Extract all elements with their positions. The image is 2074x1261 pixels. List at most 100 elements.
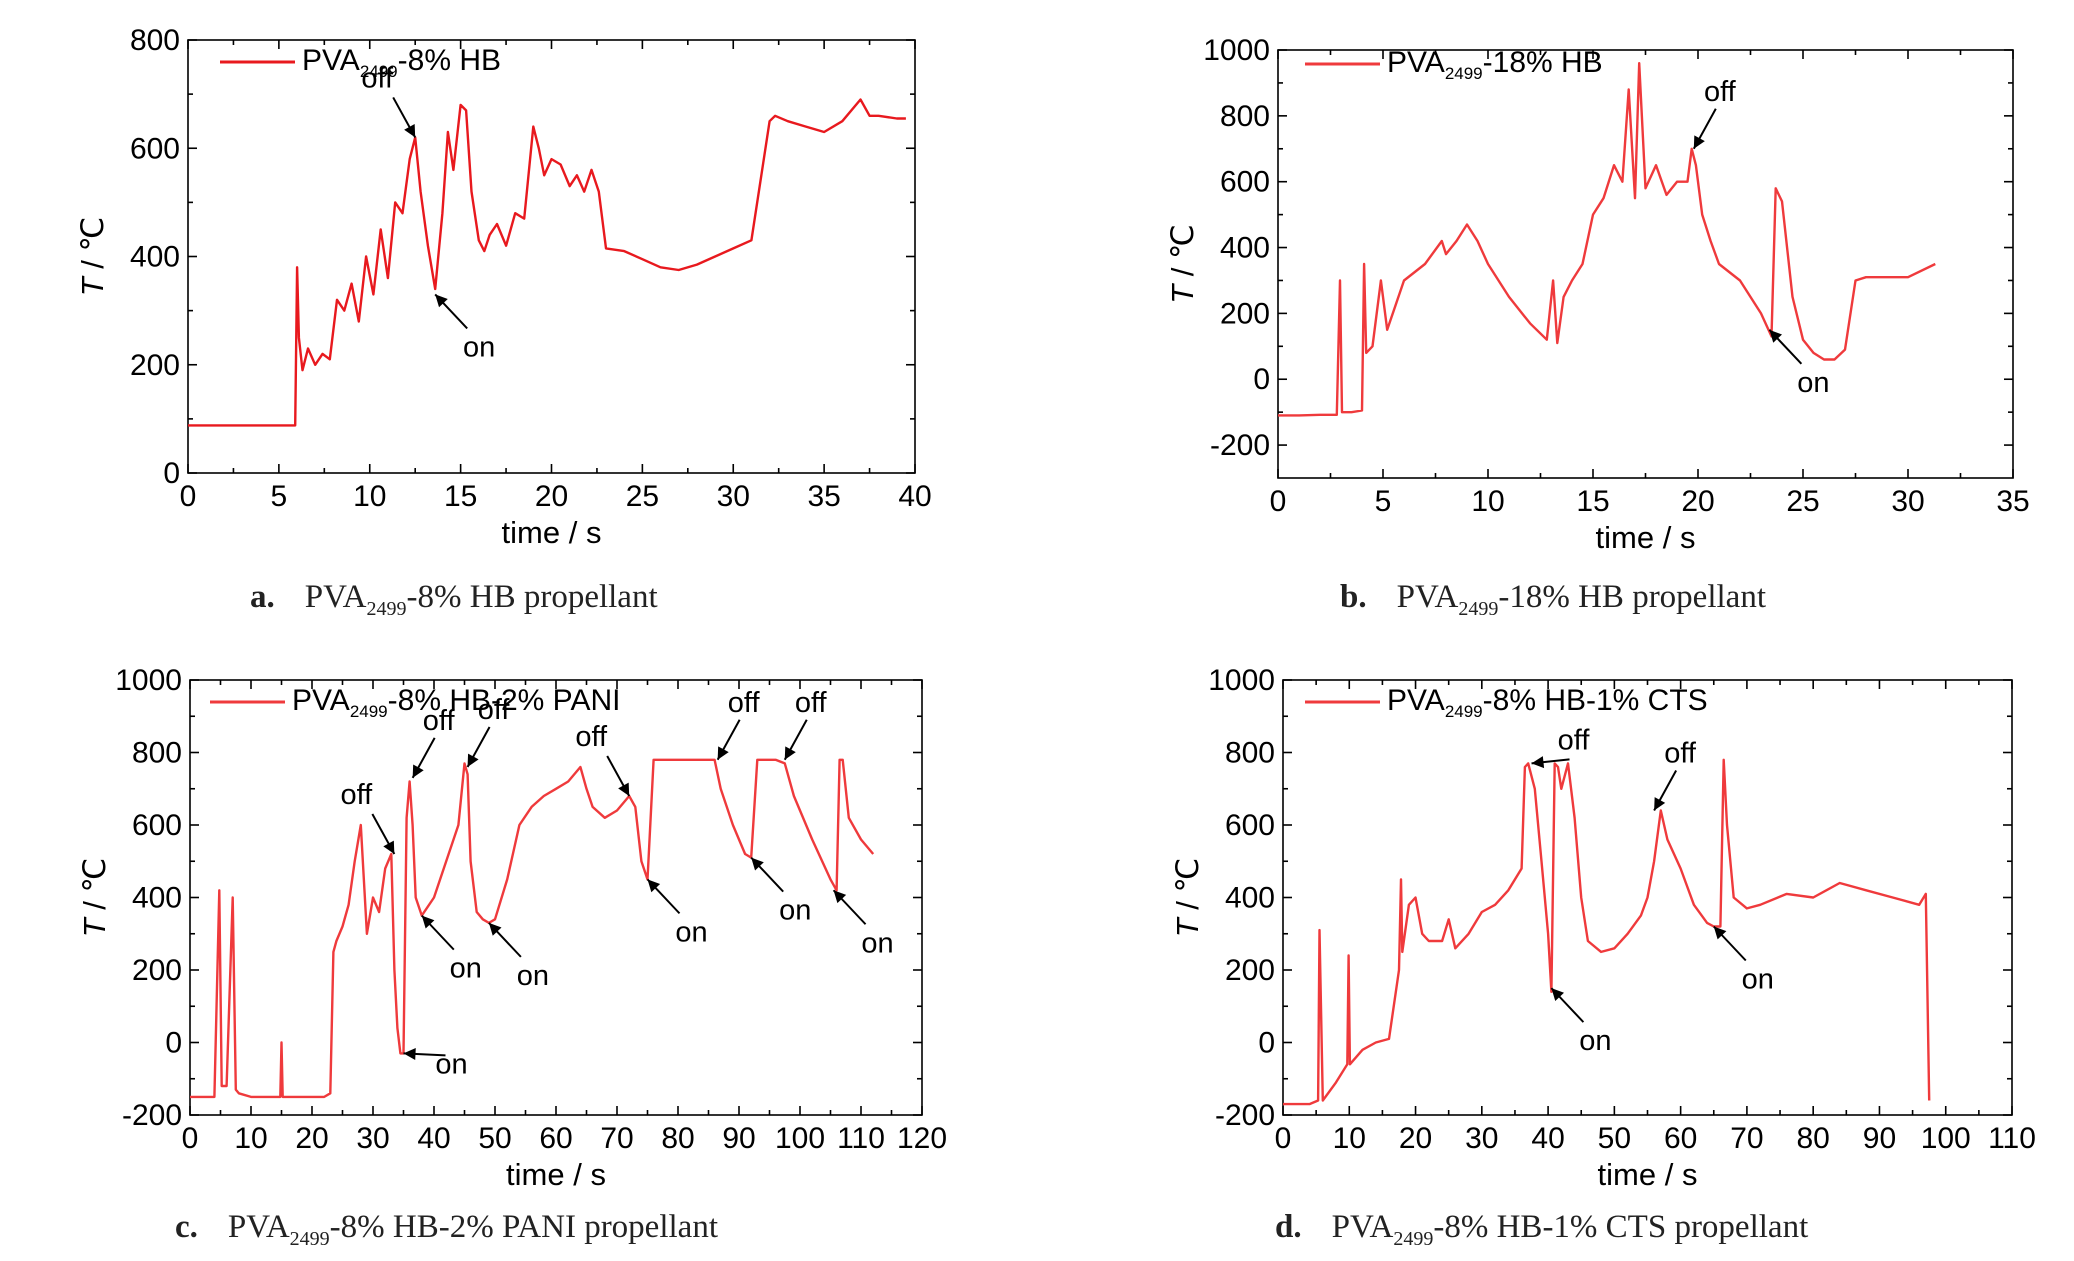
- annotation-arrowhead: [751, 857, 764, 871]
- x-tick-label: 50: [1598, 1122, 1631, 1155]
- y-tick-label: 0: [1253, 363, 1270, 396]
- y-tick-label: 600: [130, 132, 180, 165]
- x-tick-label: 30: [717, 480, 750, 513]
- annotation-off: off: [361, 62, 394, 94]
- annotation-on: on: [1579, 1025, 1611, 1057]
- series-line: [1278, 62, 1936, 417]
- y-axis-unit: / ℃: [75, 217, 110, 278]
- annotation-arrowhead: [1769, 329, 1782, 343]
- annotation-on: on: [1797, 367, 1829, 399]
- y-tick-label: 400: [130, 241, 180, 274]
- annotation-on: on: [463, 331, 495, 363]
- x-tick-label: 60: [1664, 1122, 1697, 1155]
- annotation-arrowhead: [404, 124, 416, 138]
- x-tick-label: 35: [807, 480, 840, 513]
- annotation-arrowhead: [618, 782, 630, 796]
- x-tick-label: 35: [1996, 485, 2029, 518]
- y-axis-var: T: [1170, 916, 1205, 937]
- legend-label: PVA2499-8% HB-2% PANI: [292, 684, 620, 721]
- x-tick-label: 15: [444, 480, 477, 513]
- x-tick-label: 10: [353, 480, 386, 513]
- x-tick-label: 100: [1921, 1122, 1971, 1155]
- annotation-off: off: [1664, 738, 1697, 770]
- annotation-on: on: [1742, 964, 1774, 996]
- y-tick-label: 200: [132, 954, 182, 987]
- panel-caption: d. PVA2499-8% HB-1% CTS propellant: [1275, 1209, 1808, 1250]
- y-tick-label: 800: [1225, 737, 1275, 770]
- y-tick-label: 200: [1225, 954, 1275, 987]
- x-tick-label: 110: [1988, 1122, 2036, 1155]
- annotation-arrowhead: [467, 753, 479, 767]
- x-tick-label: 60: [539, 1122, 572, 1155]
- x-tick-label: 40: [417, 1122, 450, 1155]
- y-tick-label: 600: [132, 809, 182, 842]
- annotation-arrowhead: [1693, 135, 1705, 149]
- legend-label: PVA2499-18% HB: [1387, 46, 1603, 83]
- annotation-off: off: [575, 721, 608, 753]
- annotation-off: off: [1704, 76, 1737, 108]
- x-tick-label: 10: [1333, 1122, 1366, 1155]
- annotation-arrowhead: [435, 294, 448, 308]
- annotation-arrowhead: [488, 922, 502, 936]
- y-tick-label: 200: [1220, 297, 1270, 330]
- y-tick-label: 600: [1220, 166, 1270, 199]
- x-tick-label: 15: [1576, 485, 1609, 518]
- x-tick-label: 70: [600, 1122, 633, 1155]
- series-line: [190, 758, 875, 1099]
- x-tick-label: 10: [1471, 485, 1504, 518]
- x-tick-label: 30: [356, 1122, 389, 1155]
- y-tick-label: 600: [1225, 809, 1275, 842]
- x-tick-label: 70: [1730, 1122, 1763, 1155]
- series-line: [188, 98, 906, 427]
- y-tick-label: -200: [1210, 429, 1270, 462]
- annotation-on: on: [675, 916, 707, 948]
- y-axis-unit: / ℃: [1165, 224, 1200, 285]
- x-tick-label: 40: [898, 480, 931, 513]
- legend-label: PVA2499-8% HB: [302, 44, 501, 81]
- panel-caption: c. PVA2499-8% HB-2% PANI propellant: [175, 1209, 718, 1250]
- x-tick-label: 40: [1531, 1122, 1564, 1155]
- y-axis-var: T: [1165, 283, 1200, 304]
- x-tick-label: 30: [1891, 485, 1924, 518]
- annotation-arrowhead: [647, 879, 661, 893]
- x-tick-label: 25: [626, 480, 659, 513]
- y-axis-title: T / ℃: [1170, 858, 1205, 938]
- annotation-off: off: [795, 687, 828, 719]
- series-line: [1283, 758, 1931, 1106]
- x-tick-label: 0: [182, 1122, 199, 1155]
- x-tick-label: 0: [1270, 485, 1287, 518]
- y-tick-label: 200: [130, 349, 180, 382]
- y-axis-var: T: [75, 275, 110, 296]
- y-tick-label: 0: [165, 1027, 182, 1060]
- y-axis-var: T: [77, 916, 112, 937]
- x-axis-title: time / s: [502, 515, 602, 550]
- annotation-arrowhead: [833, 890, 847, 904]
- chart-panel-d: 0 10 20 30 40 50 60 70 80 90 100 110-20002004006008…: [1170, 664, 2036, 1250]
- x-tick-label: 20: [535, 480, 568, 513]
- annotation-on: on: [450, 953, 482, 985]
- y-tick-label: -200: [122, 1099, 182, 1132]
- x-tick-label: 80: [1796, 1122, 1829, 1155]
- y-tick-label: 400: [1225, 882, 1275, 915]
- annotation-on: on: [779, 895, 811, 927]
- x-tick-label: 0: [1275, 1122, 1292, 1155]
- chart-panel-c: 0 10 20 30 40 50 60 70 80 90 100 110 120-20002004006…: [77, 664, 947, 1250]
- x-tick-label: 90: [722, 1122, 755, 1155]
- annotation-arrowhead: [784, 746, 796, 760]
- y-tick-label: 0: [1258, 1027, 1275, 1060]
- annotation-arrowhead: [1713, 926, 1727, 940]
- y-tick-label: 1000: [1208, 664, 1275, 697]
- annotation-arrowhead: [1551, 988, 1564, 1001]
- y-axis-title: T / ℃: [77, 858, 112, 938]
- y-tick-label: 1000: [1203, 34, 1270, 67]
- y-tick-label: 800: [130, 24, 180, 57]
- panel-caption: a. PVA2499-8% HB propellant: [250, 579, 658, 620]
- x-tick-label: 10: [234, 1122, 267, 1155]
- y-axis-title: T / ℃: [1165, 224, 1200, 304]
- y-tick-label: -200: [1215, 1099, 1275, 1132]
- x-tick-label: 0: [180, 480, 197, 513]
- x-tick-label: 100: [775, 1122, 825, 1155]
- annotation-arrowhead: [717, 746, 729, 760]
- annotation-on: on: [435, 1048, 467, 1080]
